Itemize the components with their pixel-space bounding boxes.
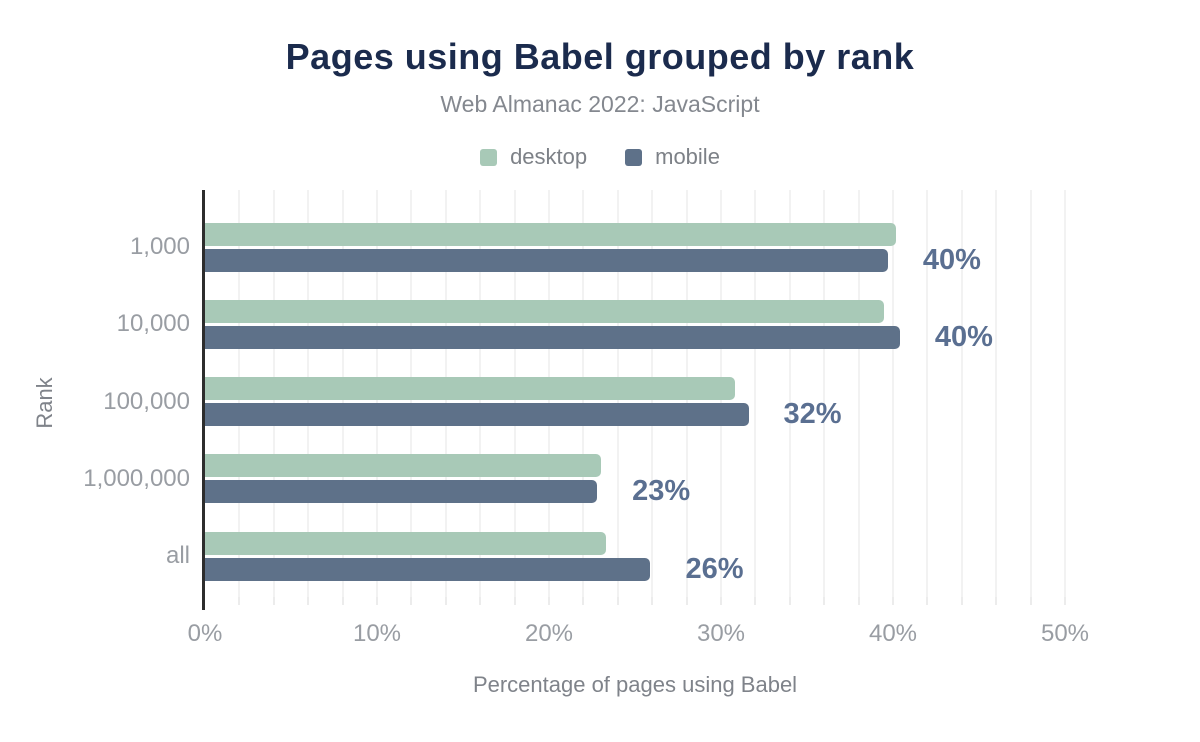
x-axis-minor-tick [272, 597, 275, 605]
x-axis-minor-tick [582, 597, 585, 605]
bar-mobile-1,000,000 [205, 480, 598, 504]
gridline-44pct [960, 190, 963, 597]
mobile-swatch-icon [625, 148, 643, 166]
x-axis-minor-tick [444, 597, 447, 605]
legend: desktop mobile [0, 144, 1200, 170]
data-label-1,000: 40% [922, 243, 981, 276]
bar-mobile-1,000 [205, 248, 888, 272]
y-category-label: all [165, 542, 190, 570]
x-axis-minor-tick [341, 597, 344, 605]
x-axis-minor-tick [479, 597, 482, 605]
gridline-38pct [857, 190, 860, 597]
chart-title: Pages using Babel grouped by rank [285, 36, 915, 77]
gridline-42pct [926, 190, 929, 597]
bar-desktop-1,000,000 [205, 454, 601, 478]
x-tick-label-10%: 10% [352, 620, 402, 647]
x-axis-zero-tick [202, 597, 205, 610]
legend-label: desktop [510, 144, 588, 169]
bar-desktop-1,000 [205, 222, 897, 246]
y-category-label: 1,000,000 [83, 464, 190, 492]
gridline-48pct [1029, 190, 1032, 597]
x-axis-minor-tick [513, 597, 516, 605]
bar-mobile-10,000 [205, 325, 900, 349]
y-category-label: 1,000 [129, 233, 190, 260]
x-axis-minor-tick [548, 597, 550, 605]
legend-item-mobile: mobile [625, 144, 720, 170]
x-axis-minor-tick [651, 597, 654, 605]
legend-item-desktop: desktop [480, 144, 587, 170]
x-axis-minor-tick [1064, 597, 1066, 605]
gridline-50pct [1064, 190, 1066, 597]
gridline-46pct [995, 190, 998, 597]
gridline-32pct [754, 190, 757, 597]
x-axis-minor-tick [892, 597, 894, 605]
y-category-label: 10,000 [116, 310, 190, 338]
x-axis-minor-tick [960, 597, 963, 605]
y-category-label: 100,000 [103, 387, 190, 415]
x-axis-minor-tick [720, 597, 722, 605]
x-tick-label-50%: 50% [1040, 620, 1090, 647]
chart-subtitle: Web Almanac 2022: JavaScript [440, 91, 760, 117]
x-axis-minor-tick [995, 597, 998, 605]
bar-desktop-all [205, 531, 606, 555]
x-axis-minor-tick [926, 597, 929, 605]
x-axis-minor-tick [376, 597, 378, 605]
bar-desktop-10,000 [205, 299, 885, 323]
data-label-all: 26% [685, 552, 744, 585]
gridline-34pct [788, 190, 791, 597]
x-tick-label-40%: 40% [868, 620, 918, 647]
x-axis-minor-tick [238, 597, 241, 605]
legend-label: mobile [655, 144, 720, 169]
bar-desktop-100,000 [205, 377, 735, 401]
x-axis-minor-tick [685, 597, 688, 605]
data-label-100,000: 32% [783, 398, 842, 431]
x-axis-minor-tick [788, 597, 791, 605]
bar-mobile-100,000 [205, 403, 749, 427]
x-axis-minor-tick [823, 597, 826, 605]
x-axis-minor-tick [307, 597, 310, 605]
bar-mobile-all [205, 557, 651, 581]
plot-area: Percentage of pages using Babel 40% 1,000… [83, 190, 1089, 697]
gridline-40pct [892, 190, 894, 597]
x-tick-label-30%: 30% [696, 620, 746, 647]
data-label-1,000,000: 23% [632, 475, 691, 508]
x-tick-label-0%: 0% [187, 620, 223, 647]
x-axis-minor-tick [1029, 597, 1032, 605]
x-tick-label-20%: 20% [524, 620, 574, 647]
x-axis-title: Percentage of pages using Babel [472, 672, 798, 697]
x-axis-minor-tick [410, 597, 413, 605]
x-axis-minor-tick [857, 597, 860, 605]
desktop-swatch-icon [480, 148, 498, 166]
x-axis-minor-tick [616, 597, 619, 605]
gridline-36pct [823, 190, 826, 597]
data-label-10,000: 40% [934, 320, 993, 353]
x-axis-minor-tick [754, 597, 757, 605]
